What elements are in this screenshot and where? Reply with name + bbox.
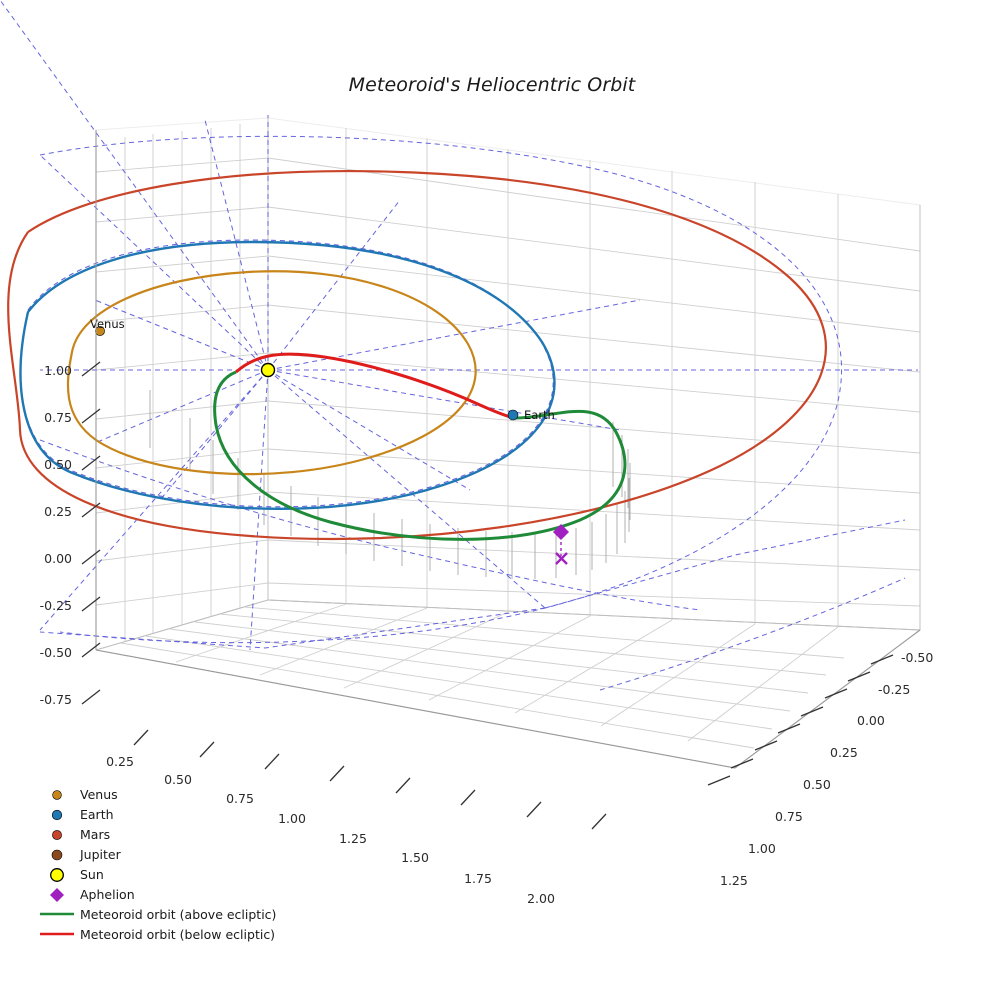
legend-item-aphelion[interactable]: Aphelion: [50, 887, 135, 902]
aphelion-ground-x-icon: [555, 552, 568, 565]
x-axis-line: [95, 649, 736, 769]
legend-item-sun[interactable]: Sun: [50, 867, 104, 882]
legend-label: Venus: [80, 787, 118, 802]
legend-item-earth[interactable]: Earth: [51, 807, 114, 822]
legend-jupiter-dot-icon: [51, 849, 63, 861]
z-tick-label: -0.50: [40, 645, 72, 660]
orbit-mars: [7, 169, 827, 541]
x-tick-label: 1.50: [401, 850, 429, 865]
projection-ellipse-outer: [39, 135, 842, 644]
y-tick-label: 0.75: [775, 809, 803, 824]
legend-label: Meteoroid orbit (above ecliptic): [80, 907, 276, 922]
dropline-group: [149, 390, 631, 579]
x-tick-label: 1.25: [339, 831, 367, 846]
legend: Venus Earth Mars Jupiter Sun: [40, 787, 276, 942]
legend-label: Sun: [80, 867, 104, 882]
sun-marker[interactable]: [260, 362, 276, 378]
legend-label: Earth: [80, 807, 114, 822]
legend-earth-dot-icon: [51, 809, 63, 821]
y-tick-label: -0.25: [878, 682, 910, 697]
meteoroid-orbit-below-ecliptic: [235, 352, 516, 420]
legend-aphelion-diamond-icon: [50, 888, 64, 902]
x-tick-label: 0.50: [164, 772, 192, 787]
projection-arc-lower: [39, 439, 701, 611]
z-tick-label: -0.75: [40, 692, 72, 707]
z-tick-label: 0.00: [44, 551, 72, 566]
z-tick-label: -0.25: [40, 598, 72, 613]
legend-item-mars[interactable]: Mars: [52, 827, 110, 842]
legend-item-venus[interactable]: Venus: [52, 787, 118, 802]
y-tick-label: 0.50: [803, 777, 831, 792]
x-tick-label: 0.25: [106, 754, 134, 769]
legend-venus-dot-icon: [52, 790, 62, 800]
x-tick-label: 2.00: [527, 891, 555, 906]
venus-annotation: Venus: [90, 317, 125, 331]
y-axis-ticks: -0.50 -0.25 0.00 0.25 0.50 0.75 1.00 1.2…: [707, 650, 933, 888]
z-tick-label: 0.50: [44, 457, 72, 472]
y-tick-label: -0.50: [901, 650, 933, 665]
y-tick-label: 1.25: [720, 873, 748, 888]
axes-panes: [95, 117, 922, 769]
legend-item-jupiter[interactable]: Jupiter: [51, 847, 122, 862]
legend-label: Mars: [80, 827, 110, 842]
orbit-earth: [19, 240, 556, 510]
legend-label: Meteoroid orbit (below ecliptic): [80, 927, 275, 942]
z-tick-label: 0.25: [44, 504, 72, 519]
y-tick-label: 0.00: [857, 713, 885, 728]
y-tick-label: 0.25: [830, 745, 858, 760]
projection-earth-orbit: [20, 239, 554, 508]
legend-mars-dot-icon: [52, 830, 62, 840]
earth-annotation: Earth: [524, 408, 555, 422]
x-tick-label: 1.00: [278, 811, 306, 826]
legend-label: Jupiter: [79, 847, 122, 862]
meteoroid-orbit-above-ecliptic: [213, 370, 627, 541]
y-tick-label: 1.00: [748, 841, 776, 856]
legend-item-meteoroid-above[interactable]: Meteoroid orbit (above ecliptic): [40, 907, 276, 922]
x-tick-label: 1.75: [464, 871, 492, 886]
legend-sun-dot-icon: [50, 868, 64, 882]
aphelion-marker[interactable]: [553, 524, 569, 540]
x-tick-label: 0.75: [226, 791, 254, 806]
page-title: Meteoroid's Heliocentric Orbit: [348, 74, 636, 96]
legend-label: Aphelion: [80, 887, 135, 902]
venus-marker[interactable]: [95, 326, 105, 336]
projection-lines: [0, 0, 918, 691]
x-axis-ticks: 0.25 0.50 0.75 1.00 1.25 1.50 1.75 2.00: [106, 729, 607, 906]
z-tick-label: 1.00: [44, 363, 72, 378]
legend-item-meteoroid-below[interactable]: Meteoroid orbit (below ecliptic): [40, 927, 275, 942]
z-axis-ticks: 1.00 0.75 0.50 0.25 0.00 -0.25 -0.50 -0.…: [40, 361, 101, 707]
earth-marker[interactable]: [507, 409, 519, 421]
z-tick-label: 0.75: [44, 410, 72, 425]
